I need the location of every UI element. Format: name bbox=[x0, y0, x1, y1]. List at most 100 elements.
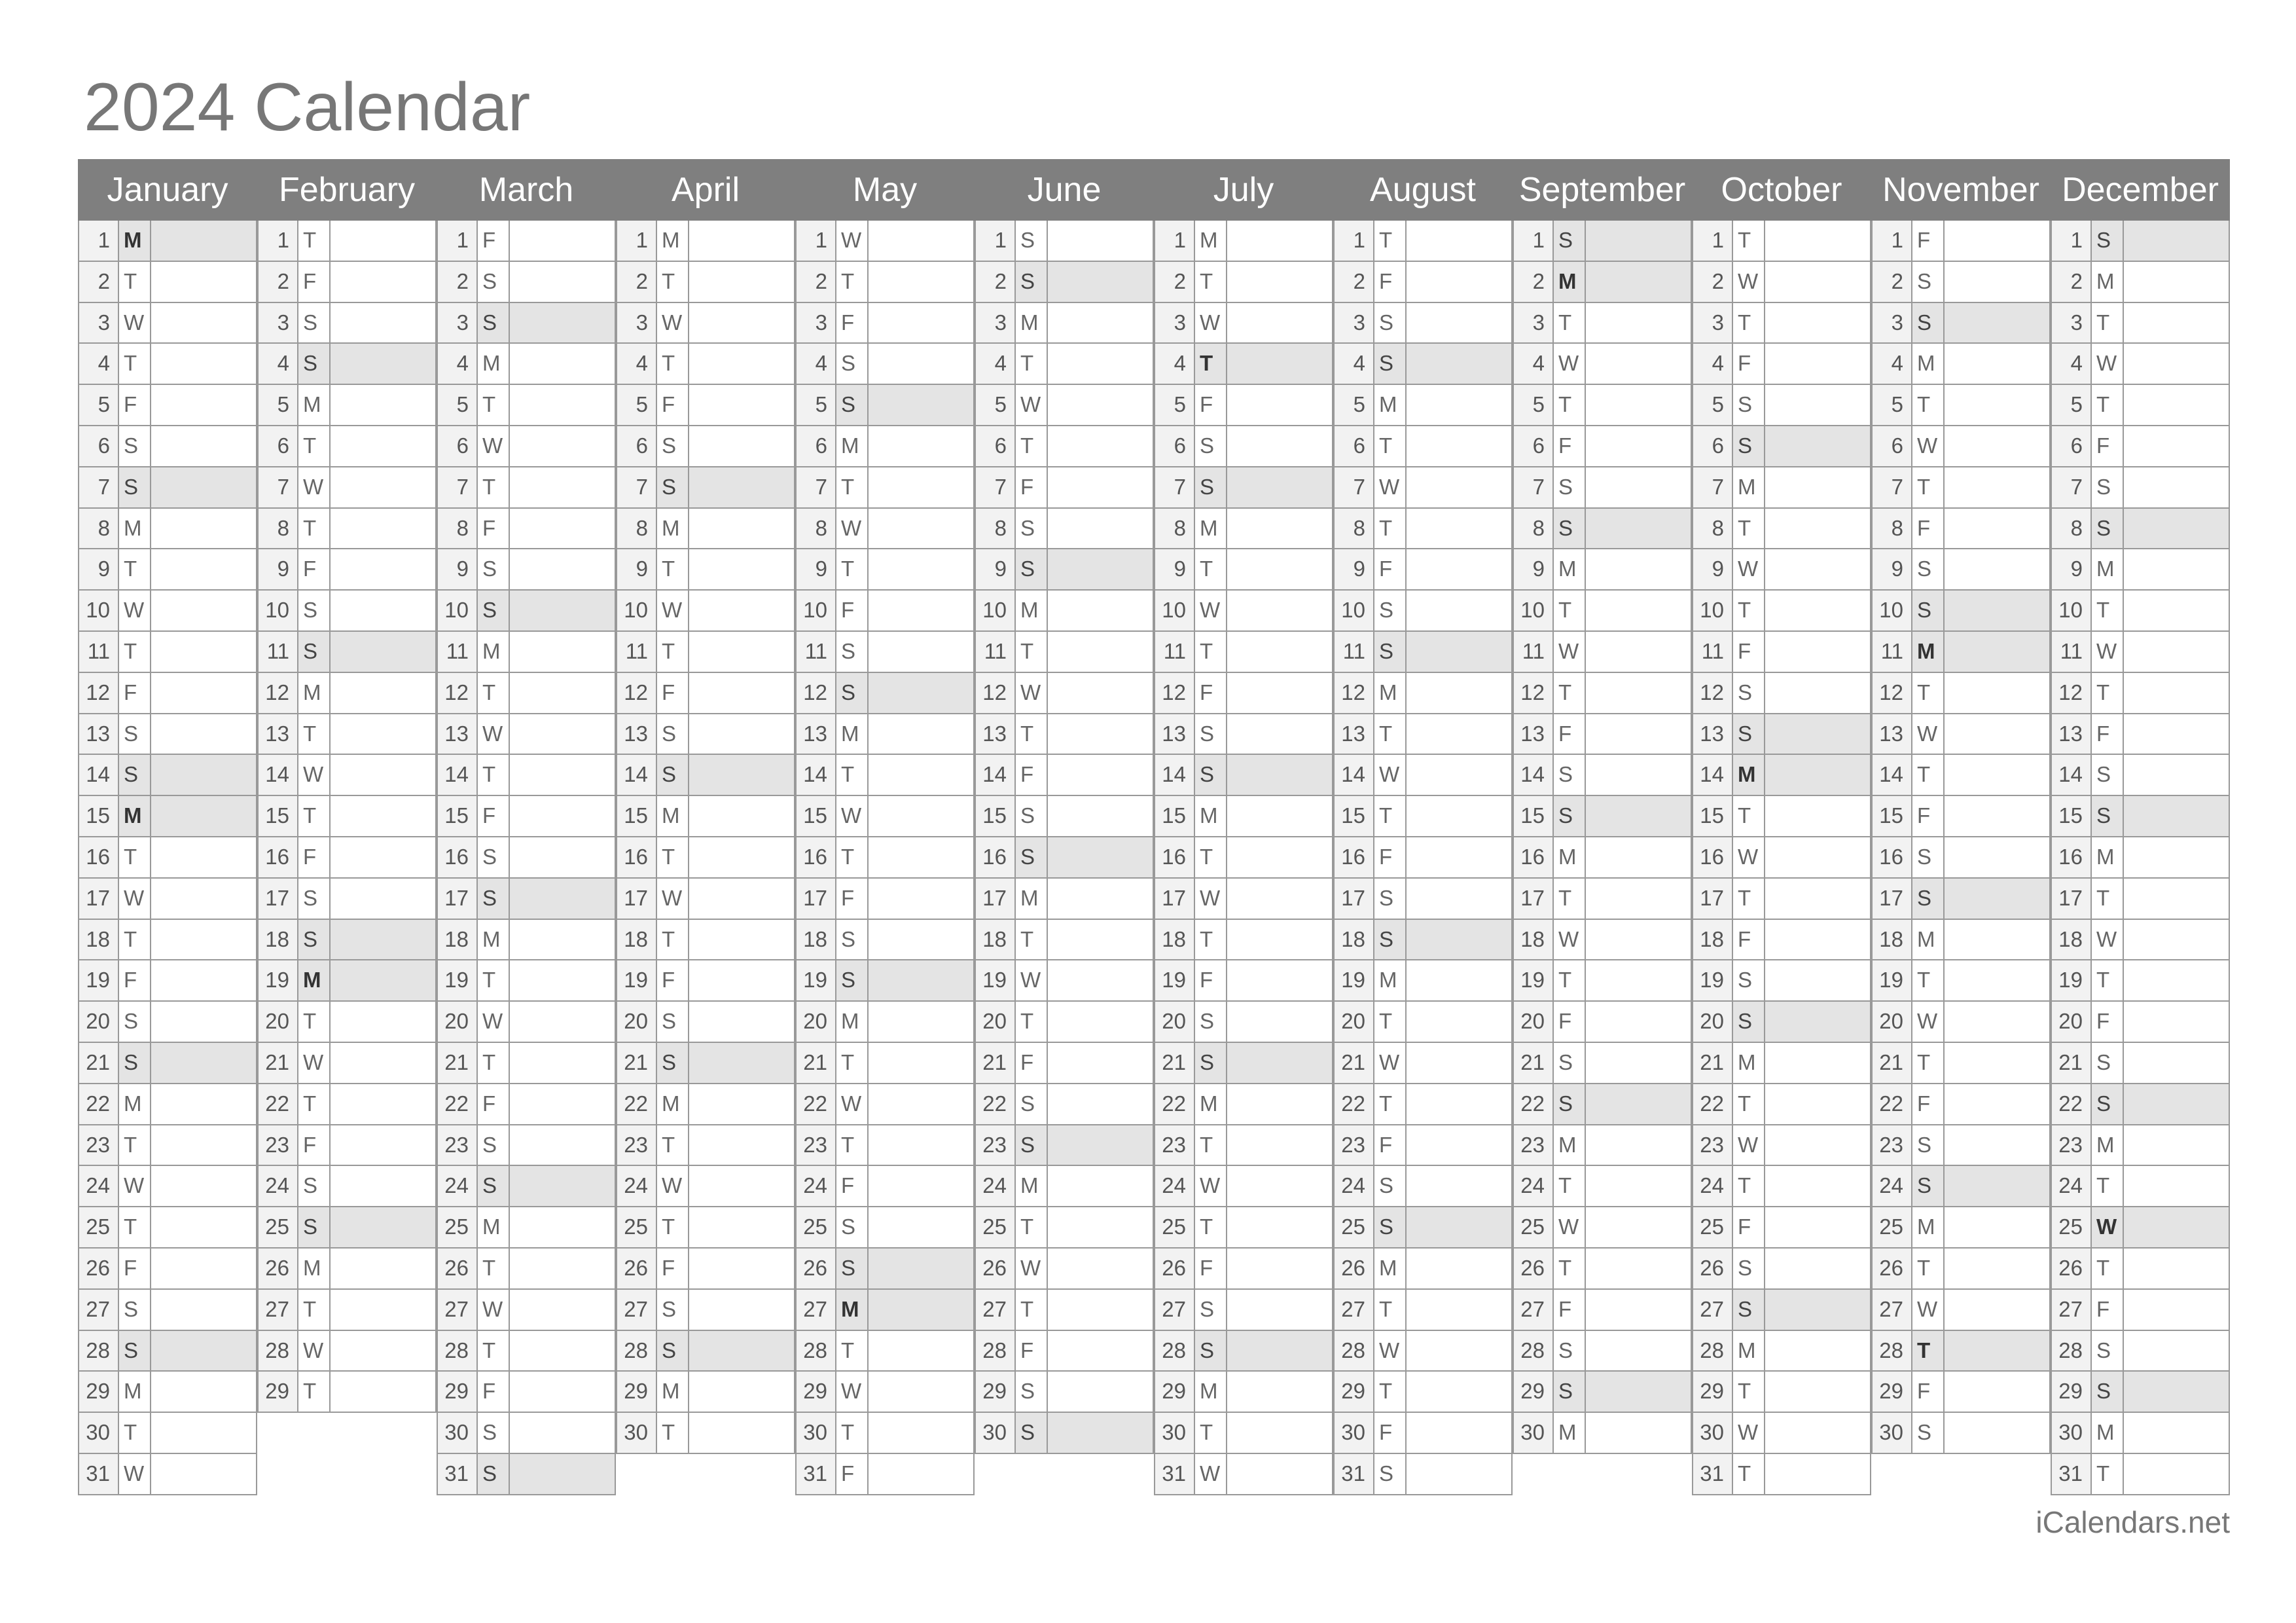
note-cell bbox=[510, 672, 616, 714]
day-number: 14 bbox=[1513, 755, 1554, 797]
month-name-january: January bbox=[107, 171, 228, 209]
day-number: 25 bbox=[1692, 1207, 1733, 1249]
day-number: 3 bbox=[78, 302, 119, 344]
day-number: 18 bbox=[1871, 919, 1912, 961]
day-row: 20 F bbox=[1513, 1002, 1692, 1043]
weekday-letter: T bbox=[298, 508, 331, 550]
day-row: 11 T bbox=[1154, 631, 1333, 673]
day-row: 26 F bbox=[78, 1248, 257, 1290]
note-cell bbox=[1945, 344, 2051, 386]
day-row: 22 M bbox=[616, 1084, 795, 1125]
day-number: 29 bbox=[1154, 1372, 1195, 1413]
weekday-letter: W bbox=[298, 755, 331, 797]
day-row: 26 S bbox=[1692, 1248, 1871, 1290]
day-number: 23 bbox=[1513, 1125, 1554, 1167]
month-column: 1 W 2 T 3 F 4 S 5 S 6 M 7 T 8 W 9 T 10 F 11 S 12 S 13 M 14 T 15 W 16 T 1… bbox=[795, 221, 975, 1495]
note-cell bbox=[1048, 302, 1154, 344]
day-number: 11 bbox=[437, 631, 478, 673]
weekday-letter: T bbox=[657, 837, 689, 879]
note-cell bbox=[1048, 1042, 1154, 1084]
weekday-letter: S bbox=[119, 714, 151, 756]
note-cell bbox=[331, 549, 437, 591]
day-row: 19 F bbox=[78, 960, 257, 1002]
weekday-letter: T bbox=[657, 344, 689, 386]
day-row: 19 S bbox=[795, 960, 975, 1002]
day-number: 31 bbox=[1154, 1453, 1195, 1495]
weekday-letter: S bbox=[298, 919, 331, 961]
weekday-letter: T bbox=[1195, 549, 1227, 591]
weekday-letter: S bbox=[836, 960, 869, 1002]
weekday-letter: T bbox=[1554, 302, 1586, 344]
note-cell bbox=[1407, 1207, 1513, 1249]
day-number: 1 bbox=[1513, 221, 1554, 262]
day-number: 21 bbox=[975, 1042, 1016, 1084]
weekday-letter: S bbox=[1733, 714, 1765, 756]
day-number: 7 bbox=[975, 467, 1016, 509]
day-row: 25 S bbox=[795, 1207, 975, 1249]
note-cell bbox=[1407, 1084, 1513, 1125]
day-number: 14 bbox=[1333, 755, 1374, 797]
note-cell bbox=[510, 1084, 616, 1125]
day-number: 3 bbox=[1513, 302, 1554, 344]
weekday-letter: S bbox=[657, 426, 689, 467]
day-row: 25 F bbox=[1692, 1207, 1871, 1249]
day-number: 6 bbox=[1513, 426, 1554, 467]
day-row: 17 T bbox=[1692, 878, 1871, 920]
note-cell bbox=[1765, 1330, 1871, 1372]
day-number: 7 bbox=[1154, 467, 1195, 509]
weekday-letter: T bbox=[657, 631, 689, 673]
weekday-letter: S bbox=[119, 1330, 151, 1372]
day-number: 26 bbox=[437, 1248, 478, 1290]
day-row: 12 T bbox=[1871, 672, 2051, 714]
note-cell bbox=[1048, 1125, 1154, 1167]
note-cell bbox=[1407, 1042, 1513, 1084]
weekday-letter: S bbox=[2092, 1084, 2124, 1125]
weekday-letter: W bbox=[1016, 960, 1048, 1002]
note-cell bbox=[1586, 672, 1692, 714]
day-row: 30 M bbox=[1513, 1413, 1692, 1454]
day-number: 6 bbox=[616, 426, 657, 467]
weekday-letter: T bbox=[1733, 878, 1765, 920]
day-number: 22 bbox=[437, 1084, 478, 1125]
day-row: 20 T bbox=[975, 1002, 1154, 1043]
day-number: 29 bbox=[78, 1372, 119, 1413]
note-cell bbox=[869, 1453, 975, 1495]
note-cell bbox=[1945, 467, 2051, 509]
day-row: 26 F bbox=[616, 1248, 795, 1290]
day-number: 9 bbox=[1692, 549, 1733, 591]
note-cell bbox=[689, 1125, 795, 1167]
day-number: 29 bbox=[616, 1372, 657, 1413]
day-row: 17 F bbox=[795, 878, 975, 920]
weekday-letter: W bbox=[657, 302, 689, 344]
weekday-letter: T bbox=[1554, 672, 1586, 714]
day-number: 21 bbox=[257, 1042, 298, 1084]
day-number: 11 bbox=[1154, 631, 1195, 673]
weekday-letter: T bbox=[478, 1042, 510, 1084]
day-number: 23 bbox=[1154, 1125, 1195, 1167]
day-number: 19 bbox=[1692, 960, 1733, 1002]
day-number: 16 bbox=[2051, 837, 2092, 879]
day-row: 29 S bbox=[1513, 1372, 1692, 1413]
note-cell bbox=[1227, 221, 1333, 262]
weekday-letter: T bbox=[298, 796, 331, 837]
day-number: 24 bbox=[1333, 1166, 1374, 1208]
day-number: 18 bbox=[795, 919, 836, 961]
weekday-letter: F bbox=[119, 960, 151, 1002]
note-cell bbox=[151, 837, 257, 879]
day-number: 21 bbox=[437, 1042, 478, 1084]
weekday-letter: T bbox=[1374, 1372, 1407, 1413]
day-row: 21 W bbox=[257, 1042, 437, 1084]
note-cell bbox=[1945, 1289, 2051, 1331]
day-number: 16 bbox=[78, 837, 119, 879]
day-number: 2 bbox=[795, 261, 836, 303]
day-row: 28 M bbox=[1692, 1330, 1871, 1372]
day-number: 22 bbox=[1513, 1084, 1554, 1125]
day-number: 16 bbox=[1154, 837, 1195, 879]
weekday-letter: S bbox=[119, 1042, 151, 1084]
note-cell bbox=[1048, 878, 1154, 920]
